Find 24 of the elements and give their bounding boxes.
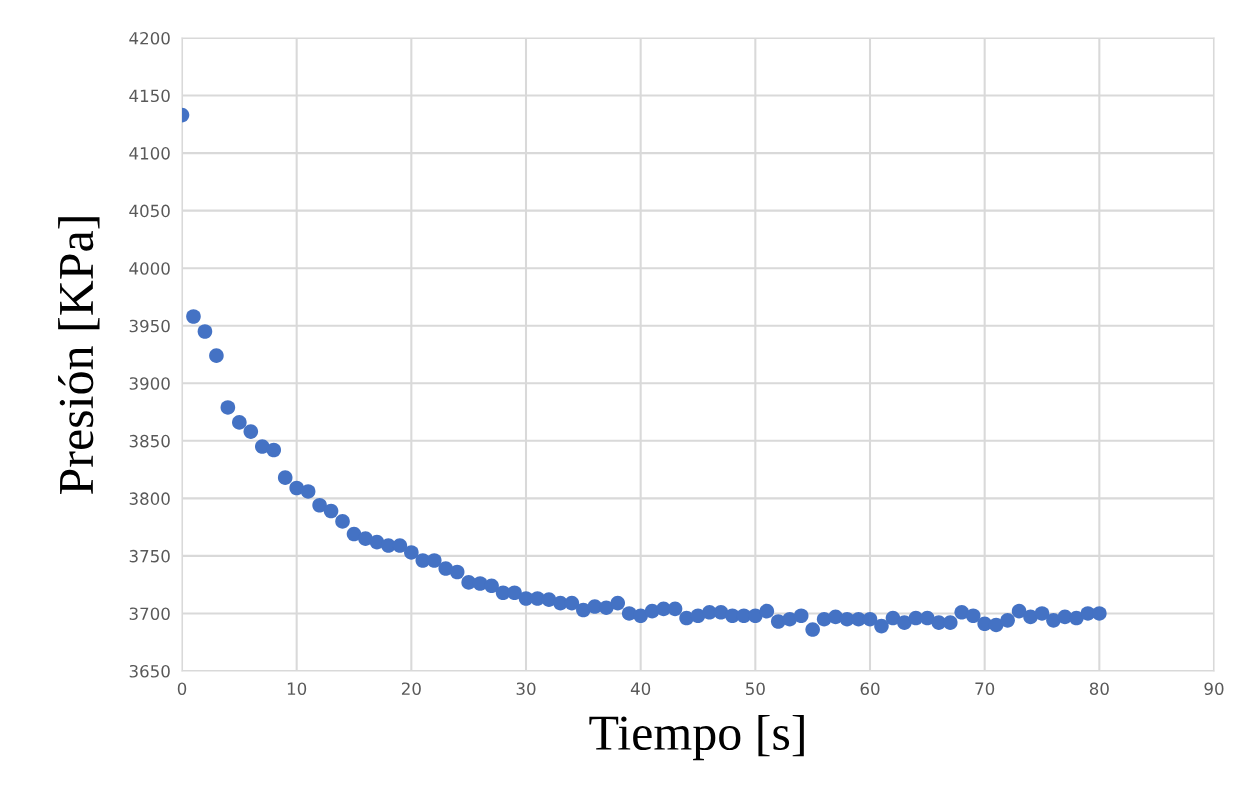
x-tick-label: 80 bbox=[1089, 682, 1109, 696]
x-tick-label: 70 bbox=[975, 682, 995, 696]
y-tick-label: 3900 bbox=[129, 377, 170, 390]
x-tick-label: 10 bbox=[287, 682, 307, 696]
x-tick-label: 40 bbox=[630, 682, 651, 696]
y-tick-label: 4050 bbox=[129, 204, 170, 218]
y-tick-label: 3950 bbox=[129, 319, 170, 333]
x-tick-label: 20 bbox=[401, 682, 421, 696]
y-tick-label: 3800 bbox=[129, 492, 170, 505]
y-tick-label: 3750 bbox=[129, 549, 170, 563]
x-tick-label: 90 bbox=[1204, 682, 1224, 696]
y-tick-label: 4200 bbox=[129, 31, 170, 45]
y-tick-label: 4100 bbox=[129, 147, 170, 160]
x-tick-label: 50 bbox=[746, 682, 765, 696]
y-axis-title: Presión [KPa] bbox=[58, 217, 100, 495]
y-tick-label: 3650 bbox=[129, 664, 170, 678]
y-tick-label: 4000 bbox=[129, 262, 170, 275]
x-axis-title: Tiempo [s] bbox=[589, 714, 804, 761]
y-tick-label: 3700 bbox=[129, 607, 170, 621]
y-tick-label: 3850 bbox=[129, 434, 170, 448]
x-tick-label: 0 bbox=[177, 682, 187, 696]
x-tick-label: 60 bbox=[860, 682, 880, 696]
y-tick-label: 4150 bbox=[129, 89, 170, 103]
x-tick-label: 30 bbox=[516, 682, 536, 696]
